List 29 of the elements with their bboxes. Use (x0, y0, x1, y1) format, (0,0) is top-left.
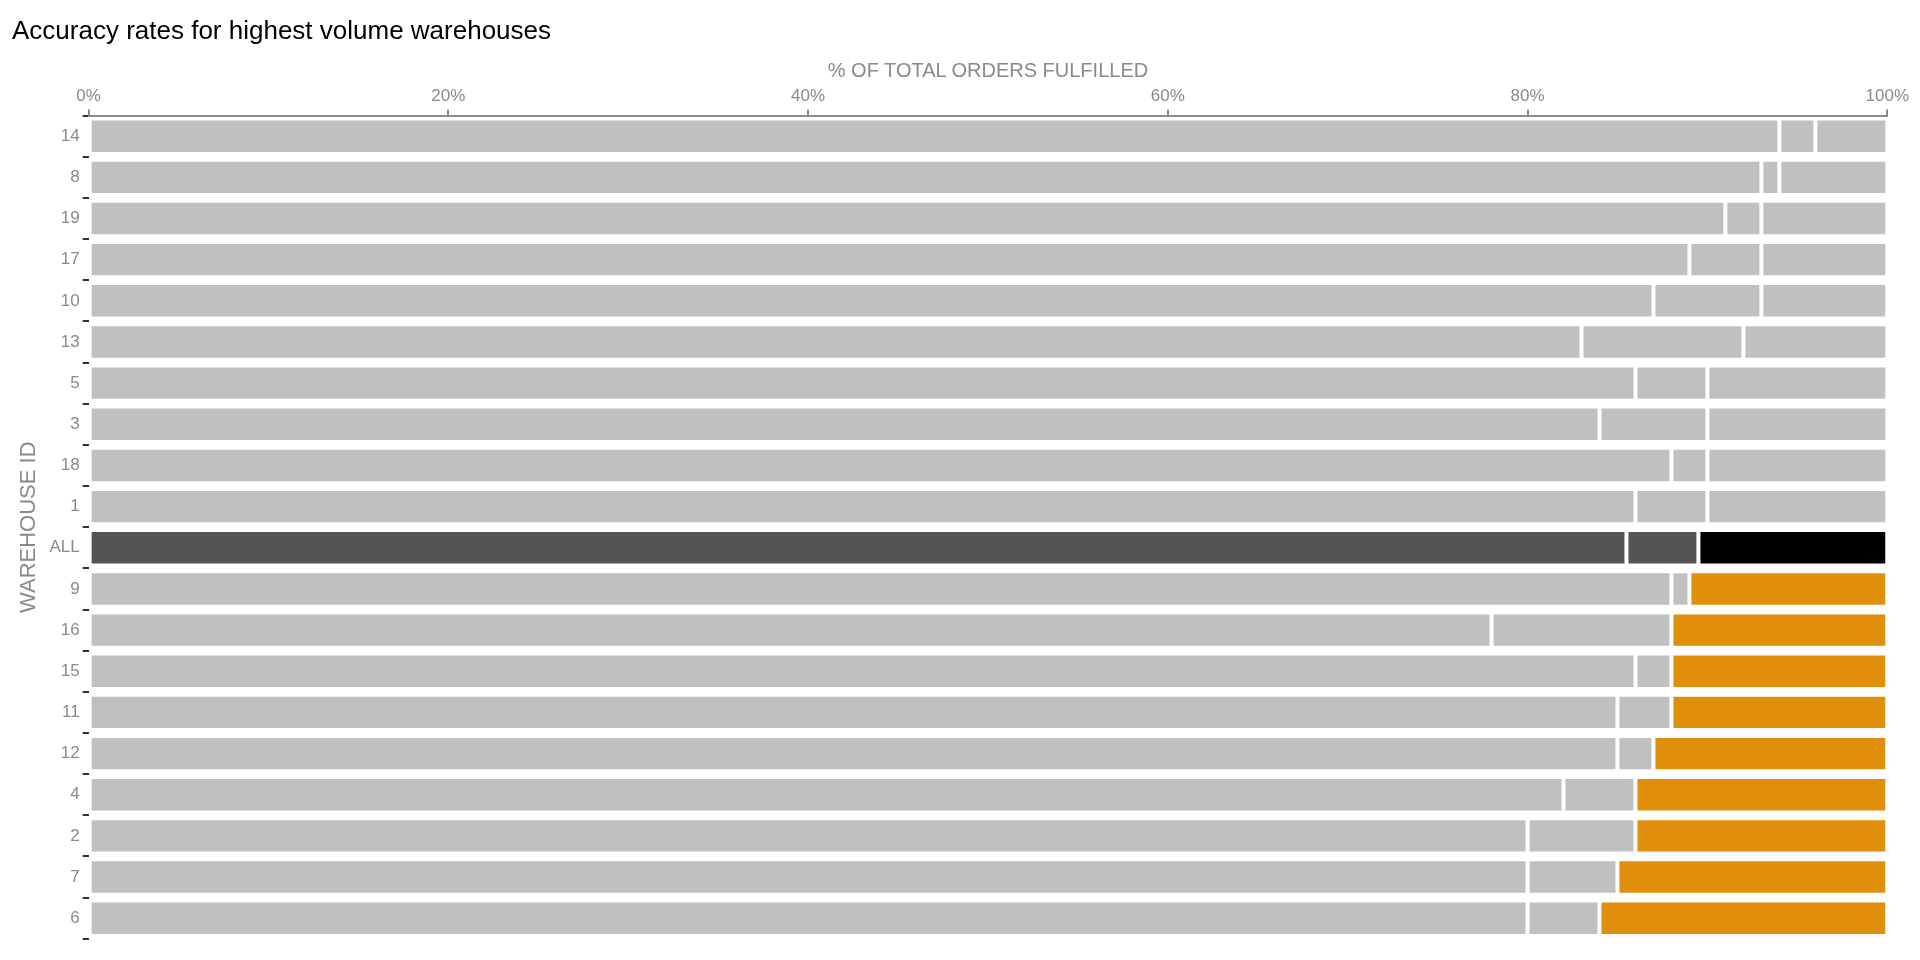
x-tick-label: 40% (791, 86, 826, 106)
y-tick-label: 10 (60, 290, 80, 310)
y-tick-label: 7 (70, 866, 80, 886)
y-tick-label: 18 (60, 455, 80, 475)
y-tick-label: 14 (60, 125, 80, 145)
y-tick-label: 3 (70, 413, 80, 433)
y-tick-label: 1 (70, 496, 80, 516)
x-axis-title: % OF TOTAL ORDERS FULFILLED (827, 58, 1149, 81)
y-tick-label: 11 (61, 702, 80, 722)
y-tick-label: 6 (70, 907, 80, 927)
y-tick-label: 19 (60, 208, 80, 228)
y-tick-label: 8 (70, 167, 80, 187)
x-tick-label: 100% (1865, 86, 1909, 106)
y-tick-label: 16 (60, 619, 80, 639)
chart-title: Accuracy rates for highest volume warehouses (12, 14, 552, 45)
y-tick-label: 13 (60, 331, 80, 351)
y-tick-label: 17 (60, 249, 80, 269)
x-tick-label: 0% (76, 86, 101, 106)
y-tick-label: 5 (70, 372, 80, 392)
y-tick-label: 2 (70, 825, 80, 845)
x-tick-label: 80% (1510, 86, 1545, 106)
y-tick-label: 12 (60, 743, 80, 763)
x-tick-label: 60% (1150, 86, 1185, 106)
x-tick-label: 20% (431, 86, 466, 106)
y-tick-label: 4 (70, 784, 80, 804)
y-tick-label: 9 (70, 578, 80, 598)
y-tick-label: 15 (60, 660, 80, 680)
y-tick-label: ALL (49, 537, 80, 557)
y-axis-title: WAREHOUSE ID (15, 441, 41, 613)
